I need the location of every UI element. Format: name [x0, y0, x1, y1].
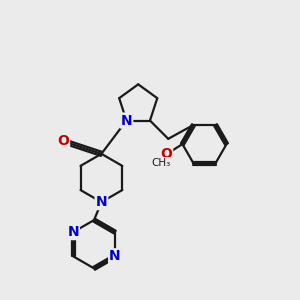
Text: N: N	[109, 249, 121, 263]
Text: O: O	[57, 134, 69, 148]
Text: N: N	[67, 225, 79, 239]
Text: O: O	[160, 147, 172, 161]
Text: N: N	[121, 114, 132, 128]
Text: CH₃: CH₃	[152, 158, 171, 168]
Text: N: N	[96, 195, 107, 209]
